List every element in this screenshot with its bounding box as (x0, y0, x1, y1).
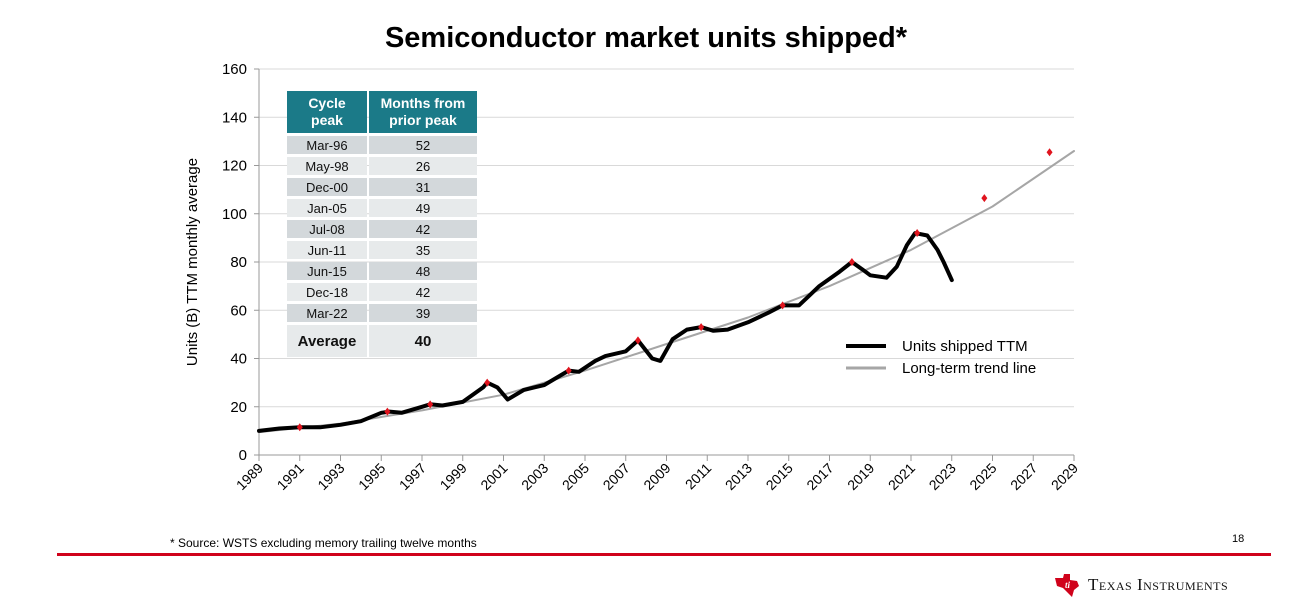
table-row: Jun-15 48 (287, 262, 477, 280)
y-tick-label: 140 (222, 109, 247, 126)
x-tick-label: 2029 (1048, 460, 1081, 493)
page-number: 18 (1232, 533, 1245, 545)
footer-divider (57, 553, 1271, 556)
y-tick-label: 60 (230, 302, 247, 319)
months-cell: 31 (369, 178, 477, 196)
cycle-peak-marker (981, 194, 988, 203)
months-cell: 39 (369, 304, 477, 322)
x-tick-label: 2005 (559, 460, 592, 493)
x-tick-label: 2015 (763, 460, 796, 493)
ti-logo-icon: ti (1055, 574, 1079, 597)
trend-line (258, 150, 1075, 434)
cycle-peak-marker (698, 323, 705, 332)
peak-cell: Mar-96 (287, 136, 367, 154)
x-tick-label: 2019 (844, 460, 877, 493)
y-axis-label: Units (B) TTM monthly average (184, 158, 201, 366)
x-tick-label: 1999 (437, 460, 470, 493)
legend-label: Units shipped TTM (902, 338, 1028, 355)
y-tick-label: 120 (222, 158, 247, 175)
x-tick-label: 1995 (355, 460, 388, 493)
peak-cell: Mar-22 (287, 304, 367, 322)
cycle-peak-marker (484, 378, 491, 387)
chart-title: Semiconductor market units shipped* (384, 22, 908, 54)
peak-cell: Jul-08 (287, 220, 367, 238)
x-tick-label: 2011 (682, 460, 715, 493)
units-shipped-line (257, 231, 954, 433)
months-cell: 35 (369, 241, 477, 259)
table-header-cycle-peak: Cycle peak (287, 91, 367, 133)
months-cell: 49 (369, 199, 477, 217)
cycle-peak-table: Cycle peak Months from prior peak Mar-96… (285, 88, 479, 360)
y-tick-label: 0 (239, 447, 247, 464)
months-cell: 42 (369, 283, 477, 301)
table-row: Dec-18 42 (287, 283, 477, 301)
x-tick-label: 2021 (885, 460, 918, 493)
cycle-peak-marker (779, 301, 786, 310)
cycle-peak-marker (1046, 148, 1053, 157)
peak-cell: Jun-15 (287, 262, 367, 280)
peak-cell: Dec-00 (287, 178, 367, 196)
table-row: Jan-05 49 (287, 199, 477, 217)
table-row: May-98 26 (287, 157, 477, 175)
x-tick-label: 2013 (722, 460, 755, 493)
x-tick-label: 2025 (966, 460, 999, 493)
months-cell: 52 (369, 136, 477, 154)
cycle-peak-marker (914, 229, 921, 238)
cycle-peak-marker (848, 258, 855, 266)
brand-name: Texas Instruments (1088, 575, 1229, 594)
y-tick-label: 100 (222, 206, 247, 223)
cycle-peak-marker (296, 423, 303, 432)
x-tick-label: 2023 (926, 460, 959, 493)
months-cell: 26 (369, 157, 477, 175)
legend-label: Long-term trend line (902, 360, 1036, 377)
ti-logo: ti Texas Instruments (1052, 572, 1228, 598)
table-row: Dec-00 31 (287, 178, 477, 196)
peak-cell: Jun-11 (287, 241, 367, 259)
peak-cell: Dec-18 (287, 283, 367, 301)
table-row: Mar-22 39 (287, 304, 477, 322)
y-tick-label: 80 (230, 254, 247, 271)
x-tick-label: 2017 (803, 460, 836, 493)
peak-cell: Jan-05 (287, 199, 367, 217)
table-header-months: Months from prior peak (369, 91, 477, 133)
x-tick-label: 2007 (600, 460, 633, 493)
average-value: 40 (369, 325, 477, 357)
cycle-peak-marker (565, 366, 572, 375)
table-average-row: Average 40 (287, 325, 477, 357)
x-tick-label: 1997 (396, 460, 429, 493)
table-row: Jul-08 42 (287, 220, 477, 238)
svg-text:ti: ti (1065, 580, 1071, 590)
peak-cell: May-98 (287, 157, 367, 175)
x-tick-label: 1993 (314, 460, 347, 493)
x-tick-label: 2027 (1007, 460, 1040, 493)
months-cell: 42 (369, 220, 477, 238)
average-label: Average (287, 325, 367, 357)
cycle-peak-marker (384, 407, 391, 416)
y-tick-label: 160 (222, 61, 247, 78)
table-row: Jun-11 35 (287, 241, 477, 259)
x-tick-label: 2009 (640, 460, 673, 493)
y-tick-label: 40 (230, 351, 247, 368)
x-tick-label: 2001 (477, 460, 510, 493)
x-tick-label: 2003 (518, 460, 551, 493)
footnote: * Source: WSTS excluding memory trailing… (170, 536, 477, 550)
table-row: Mar-96 52 (287, 136, 477, 154)
x-tick-label: 1991 (274, 460, 307, 493)
y-tick-label: 20 (230, 399, 247, 416)
cycle-peak-marker (427, 400, 434, 409)
cycle-peak-marker (634, 336, 641, 345)
x-tick-label: 1989 (233, 460, 266, 493)
months-cell: 48 (369, 262, 477, 280)
